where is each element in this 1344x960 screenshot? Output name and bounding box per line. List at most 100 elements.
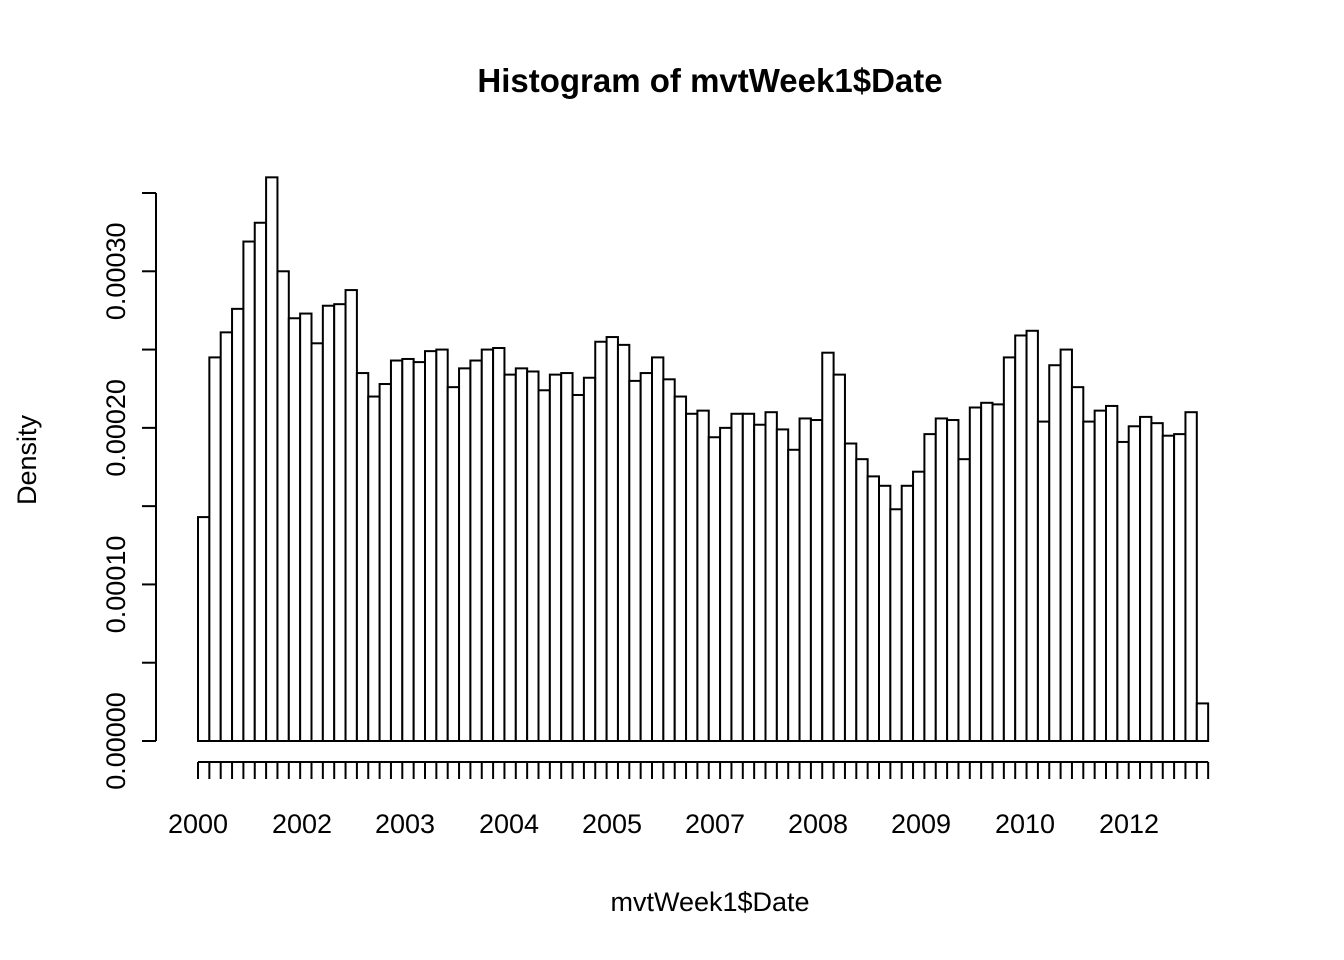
histogram-bar bbox=[367, 395, 381, 742]
histogram-bar bbox=[458, 367, 472, 742]
histogram-bar bbox=[685, 412, 699, 742]
histogram-bar bbox=[775, 428, 790, 742]
x-tick-label: 2009 bbox=[891, 809, 951, 839]
histogram-bar bbox=[741, 412, 756, 742]
histogram-bar bbox=[809, 419, 824, 742]
histogram-bar bbox=[253, 221, 268, 742]
histogram-bar bbox=[639, 372, 654, 742]
histogram-bar bbox=[389, 359, 404, 742]
histogram-bar bbox=[1161, 434, 1176, 742]
histogram-bar bbox=[1059, 348, 1073, 742]
x-tick-label: 2012 bbox=[1099, 809, 1159, 839]
x-axis: 2000 2002 2003 2004 2005 2007 2008 2009 2010 2012 bbox=[168, 761, 1210, 839]
x-tick-label: 2003 bbox=[375, 809, 435, 839]
y-tick-label: 0.00000 bbox=[101, 692, 131, 790]
histogram-bar bbox=[1195, 702, 1210, 742]
histogram-bar bbox=[934, 417, 949, 742]
histogram-bar bbox=[355, 372, 370, 742]
histogram-bar bbox=[1184, 411, 1198, 742]
histogram-bar bbox=[514, 367, 529, 742]
x-tick-label: 2007 bbox=[685, 809, 745, 839]
histogram-bar bbox=[923, 433, 937, 742]
histogram-bar bbox=[480, 348, 495, 742]
histogram-bar bbox=[401, 357, 415, 742]
x-tick-label: 2004 bbox=[479, 809, 539, 839]
histogram-bar bbox=[1014, 334, 1028, 742]
histogram-bar bbox=[582, 376, 597, 742]
x-tick-label: 2008 bbox=[788, 809, 848, 839]
histogram-bar bbox=[265, 176, 279, 742]
histogram-bar bbox=[673, 395, 688, 742]
histogram-bar bbox=[662, 378, 676, 742]
histogram-bar bbox=[276, 270, 290, 742]
histogram-bar bbox=[197, 516, 211, 742]
chart-title: Histogram of mvtWeek1$Date bbox=[477, 62, 942, 99]
histogram-bar bbox=[855, 458, 869, 742]
histogram-bar bbox=[1173, 433, 1187, 742]
histogram-bar bbox=[424, 350, 438, 742]
histogram-bar bbox=[526, 370, 540, 742]
histogram-bar bbox=[1025, 329, 1039, 742]
histogram-bar bbox=[242, 240, 256, 742]
histogram-bar bbox=[435, 348, 449, 742]
y-tick-label: 0.00010 bbox=[101, 536, 131, 634]
histogram-bar bbox=[1105, 404, 1119, 742]
histogram-bars bbox=[197, 176, 1210, 743]
histogram-bar bbox=[594, 340, 608, 742]
histogram-bar bbox=[1150, 422, 1164, 742]
histogram-bar bbox=[310, 342, 324, 742]
histogram-bar bbox=[798, 417, 812, 742]
y-axis-label: Density bbox=[12, 414, 42, 505]
y-tick-label: 0.00020 bbox=[101, 379, 131, 477]
histogram-bar bbox=[537, 389, 551, 742]
histogram-bar bbox=[946, 419, 960, 742]
histogram-bar bbox=[469, 359, 483, 742]
histogram-bar bbox=[753, 423, 767, 742]
histogram-bar bbox=[764, 411, 778, 742]
y-tick-label: 0.00030 bbox=[101, 222, 131, 320]
histogram-bar bbox=[219, 331, 234, 742]
histogram-bar bbox=[866, 475, 881, 742]
histogram-bar bbox=[980, 401, 994, 742]
histogram-bar bbox=[616, 343, 631, 742]
histogram-bar bbox=[787, 448, 801, 742]
histogram-bar bbox=[878, 484, 892, 743]
histogram-bar bbox=[821, 351, 835, 742]
histogram-bar bbox=[321, 304, 336, 742]
histogram-bar bbox=[968, 406, 983, 742]
histogram-bar bbox=[843, 442, 858, 742]
histogram-bar bbox=[560, 372, 574, 742]
histogram-bar bbox=[651, 356, 665, 742]
histogram-bar bbox=[1093, 409, 1108, 742]
histogram-bar bbox=[378, 383, 392, 742]
histogram-bar bbox=[900, 484, 915, 743]
histogram-bar bbox=[548, 373, 563, 742]
histogram-bar bbox=[832, 373, 846, 742]
histogram-bar bbox=[412, 361, 426, 742]
x-tick-label: 2010 bbox=[995, 809, 1055, 839]
y-axis: 0.00000 0.00010 0.00020 0.00030 bbox=[101, 192, 157, 790]
histogram-bar bbox=[492, 347, 506, 742]
histogram-bar bbox=[287, 317, 302, 742]
histogram-bar bbox=[333, 303, 347, 742]
histogram-bar bbox=[707, 436, 722, 742]
x-tick-label: 2000 bbox=[168, 809, 228, 839]
histogram-bar bbox=[299, 312, 313, 742]
histogram-bar bbox=[605, 336, 619, 742]
histogram-bar bbox=[957, 458, 971, 742]
x-tick-label: 2005 bbox=[582, 809, 642, 839]
histogram-bar bbox=[208, 356, 222, 742]
histogram-bar bbox=[719, 426, 733, 742]
histogram-bar bbox=[628, 379, 642, 742]
histogram-bar bbox=[1139, 415, 1153, 742]
histogram-bar bbox=[1036, 420, 1051, 742]
histogram-bar bbox=[991, 403, 1005, 742]
histogram-bar bbox=[446, 386, 461, 742]
histogram-bar bbox=[1082, 420, 1096, 742]
x-axis-label: mvtWeek1$Date bbox=[610, 887, 809, 917]
histogram-bar bbox=[889, 508, 903, 742]
histogram-bar bbox=[730, 412, 744, 742]
histogram-bar bbox=[503, 373, 517, 742]
histogram-bar bbox=[1048, 364, 1062, 742]
